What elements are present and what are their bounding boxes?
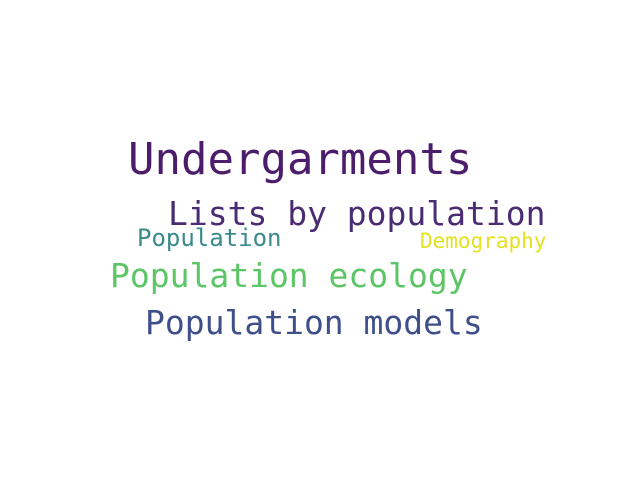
word-demography: Demography: [420, 229, 547, 253]
word-population: Population: [137, 224, 282, 252]
word-population-ecology: Population ecology: [110, 256, 468, 295]
word-lists-by-population: Lists by population: [168, 194, 546, 233]
word-population-models: Population models: [145, 303, 483, 342]
word-undergarments: Undergarments: [128, 134, 473, 185]
